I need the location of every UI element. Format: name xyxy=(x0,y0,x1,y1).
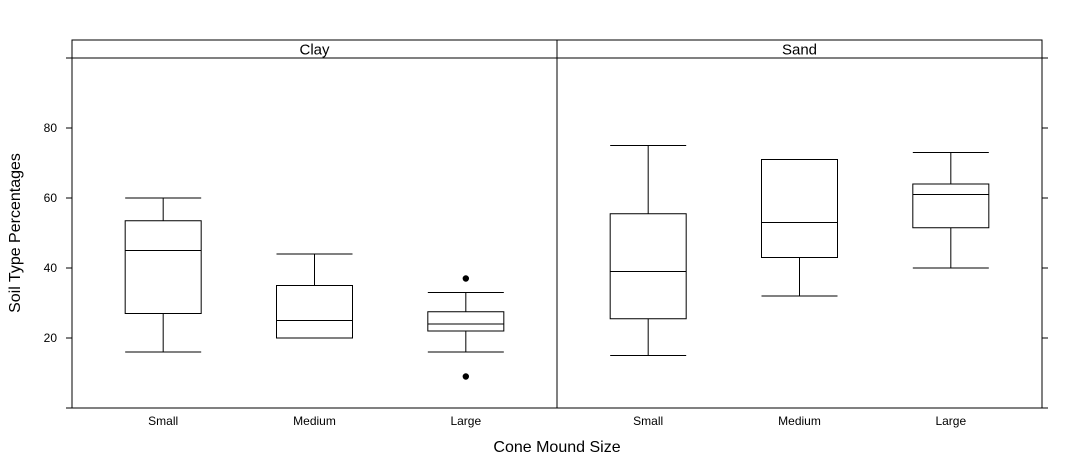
box-sand-medium xyxy=(761,159,838,258)
plot-area: Clay Small Medium Large Sand Small Medium Large… xyxy=(44,39,1048,428)
x-tick-label-sand-medium: Medium xyxy=(778,414,821,428)
box-sand-large xyxy=(912,183,990,229)
x-tick-label-clay-large: Large xyxy=(450,414,481,428)
strip-label-sand: Sand xyxy=(782,42,817,59)
x-tick-label-sand-small: Small xyxy=(633,414,663,428)
y-tick-label-60: 60 xyxy=(44,191,58,205)
x-axis-label: Cone Mound Size xyxy=(493,439,620,456)
outlier-point-clay-large-0 xyxy=(462,275,470,282)
box-clay-medium xyxy=(276,285,353,339)
panel-frame-sand xyxy=(556,57,1043,409)
x-tick-label-clay-small: Small xyxy=(148,414,178,428)
box-clay-small xyxy=(124,220,202,314)
y-tick-label-40: 40 xyxy=(44,261,58,275)
y-tick-label-20: 20 xyxy=(44,331,58,345)
strip-label-clay: Clay xyxy=(299,42,330,59)
x-tick-label-clay-medium: Medium xyxy=(293,414,336,428)
box-sand-small xyxy=(609,213,687,320)
panel-frame-clay xyxy=(71,57,558,409)
y-tick-label-80: 80 xyxy=(44,121,58,135)
x-tick-label-sand-large: Large xyxy=(935,414,966,428)
box-clay-large xyxy=(427,311,505,332)
y-axis-label: Soil Type Percentages xyxy=(7,153,24,313)
outlier-point-clay-large-1 xyxy=(462,373,470,380)
